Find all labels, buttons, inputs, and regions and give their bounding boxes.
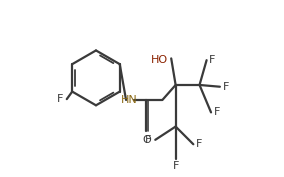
Text: O: O bbox=[142, 135, 151, 145]
Text: F: F bbox=[57, 94, 63, 104]
Text: HO: HO bbox=[151, 55, 168, 65]
Text: HN: HN bbox=[121, 95, 138, 105]
Text: F: F bbox=[145, 135, 152, 145]
Text: F: F bbox=[172, 161, 179, 171]
Text: F: F bbox=[223, 82, 229, 92]
Text: F: F bbox=[208, 55, 215, 65]
Text: F: F bbox=[214, 107, 220, 117]
Text: F: F bbox=[196, 139, 202, 149]
